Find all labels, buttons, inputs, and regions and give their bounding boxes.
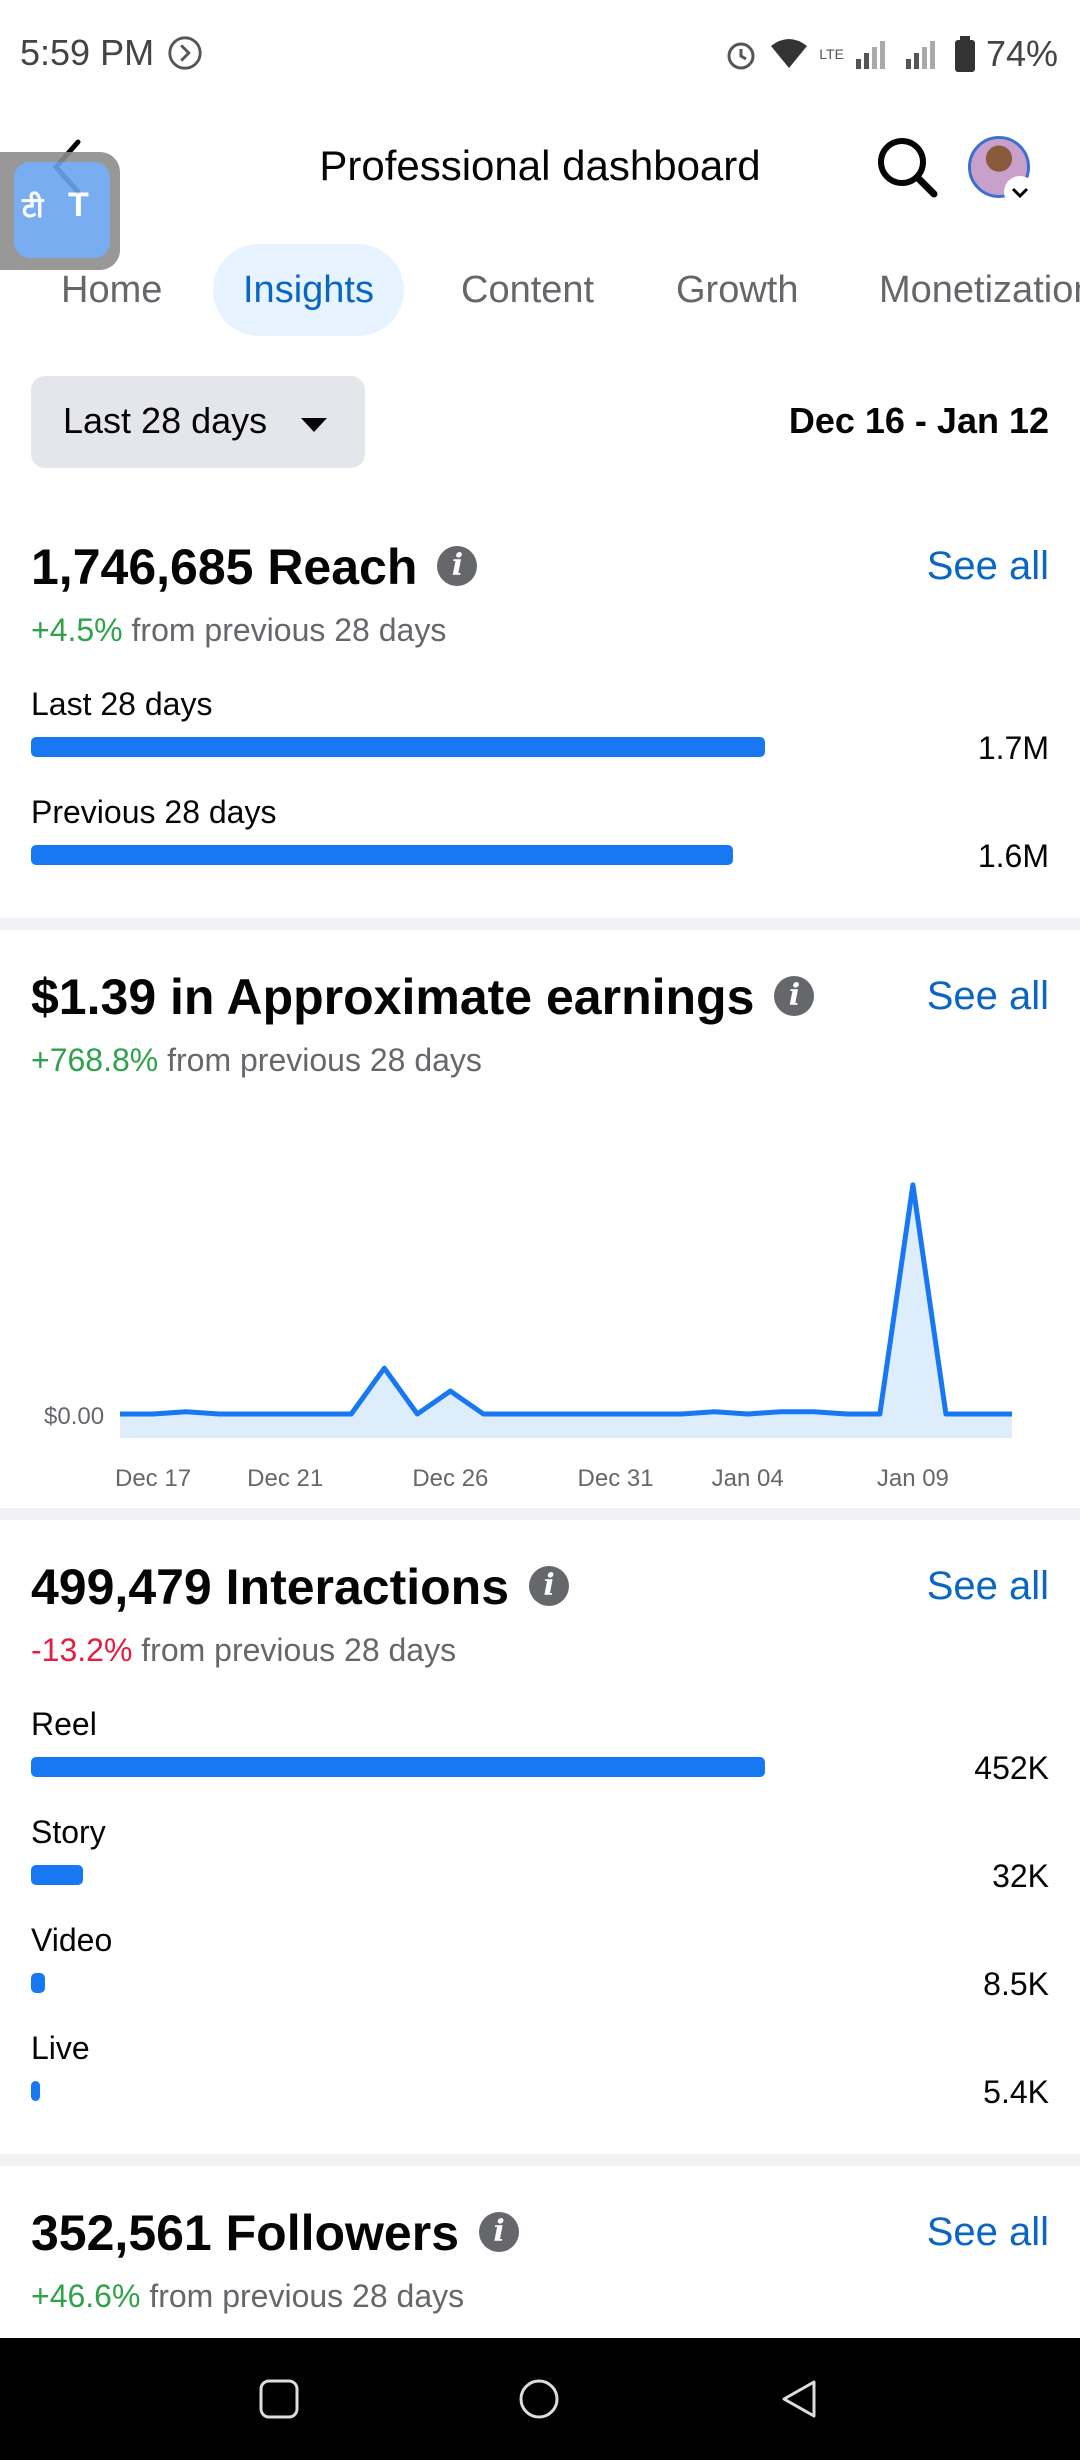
reach-bar-previous (31, 845, 765, 865)
tab-monetization[interactable]: Monetization (879, 269, 1080, 311)
earnings-title-text: $1.39 in Approximate earnings (31, 969, 755, 1025)
bar-fill (31, 845, 733, 865)
app-header: Professional dashboard (0, 120, 1080, 220)
chart-x-tick-label: Dec 26 (412, 1465, 488, 1492)
earnings-delta-value: +768.8% (31, 1042, 159, 1078)
reach-bar-value-current: 1.7M (977, 730, 1049, 766)
interactions-bar-label-live: Live (31, 2030, 90, 2066)
battery-icon (954, 36, 975, 72)
chart-x-tick-label: Jan 04 (712, 1465, 784, 1492)
battery-percent: 74% (985, 33, 1058, 74)
chart-area-fill (120, 1184, 1012, 1438)
translate-icon: टी T (14, 162, 110, 258)
interactions-bar-value-live: 5.4K (983, 2074, 1049, 2110)
earnings-chart[interactable]: $0.00 Dec 17 Dec 21 Dec 26 Dec 31 Jan 04 Jan 0… (0, 1100, 1080, 1500)
floating-translate-bubble[interactable]: टी T (0, 152, 120, 270)
followers-delta: +46.6% from previous 28 days (31, 2278, 464, 2315)
info-icon[interactable]: i (437, 545, 478, 586)
bar-fill (31, 2081, 40, 2101)
reach-bar-value-previous: 1.6M (977, 838, 1049, 874)
reach-see-all-link[interactable]: See all (926, 544, 1049, 588)
section-divider (0, 1508, 1080, 1520)
date-range-selected: Last 28 days (63, 400, 268, 441)
tab-home[interactable]: Home (61, 269, 163, 311)
earnings-title: $1.39 in Approximate earnings i (31, 968, 815, 1026)
chart-x-tick-label: Dec 21 (247, 1465, 323, 1492)
bar-fill (31, 1757, 765, 1777)
signal-2-icon (905, 41, 935, 69)
status-icons: LTE 74% (723, 32, 1058, 76)
screen-record-icon (168, 36, 202, 70)
tab-growth[interactable]: Growth (676, 269, 799, 311)
chevron-down-icon[interactable] (1004, 176, 1036, 208)
wifi-icon (771, 39, 808, 68)
alarm-icon (727, 42, 755, 70)
status-time: 5:59 PM (20, 32, 155, 73)
followers-delta-text: from previous 28 days (149, 2278, 465, 2314)
interactions-bar-live (31, 2081, 765, 2101)
signal-icon (855, 41, 885, 69)
date-range-dropdown[interactable]: Last 28 days (31, 376, 365, 468)
tab-insights[interactable]: Insights (213, 244, 404, 336)
tab-bar: Home Insights Content Growth Monetizatio… (0, 240, 1080, 336)
reach-title: 1,746,685 Reach i (31, 538, 478, 596)
page-title: Professional dashboard (319, 142, 761, 189)
followers-delta-value: +46.6% (31, 2278, 141, 2314)
interactions-title-text: 499,479 Interactions (31, 1559, 510, 1615)
back-triangle-icon[interactable] (778, 2378, 820, 2420)
interactions-see-all-link[interactable]: See all (926, 1564, 1049, 1608)
chart-x-tick-label: Jan 09 (877, 1465, 949, 1492)
reach-bar-label-current: Last 28 days (31, 686, 213, 722)
chart-x-tick-label: Dec 17 (115, 1465, 191, 1492)
interactions-delta-text: from previous 28 days (141, 1632, 457, 1668)
section-divider (0, 2154, 1080, 2166)
section-divider (0, 918, 1080, 930)
chart-series-line (120, 1182, 1012, 1417)
search-icon[interactable] (874, 134, 940, 200)
interactions-bar-value-video: 8.5K (983, 1966, 1049, 2002)
interactions-delta-value: -13.2% (31, 1632, 133, 1668)
interactions-bar-story (31, 1865, 765, 1885)
followers-title: 352,561 Followers i (31, 2204, 520, 2262)
earnings-see-all-link[interactable]: See all (926, 974, 1049, 1018)
chart-y-tick-label: $0.00 (44, 1403, 104, 1430)
translate-letter-2: T (68, 186, 89, 224)
interactions-bar-value-reel: 452K (974, 1750, 1049, 1786)
bar-fill (31, 1973, 45, 1993)
interactions-bar-reel (31, 1757, 765, 1777)
date-range-text: Dec 16 - Jan 12 (788, 400, 1049, 441)
network-type: LTE (819, 46, 844, 62)
interactions-bar-label-reel: Reel (31, 1706, 97, 1742)
info-icon[interactable]: i (529, 1565, 570, 1606)
chart-x-tick-label: Dec 31 (578, 1465, 654, 1492)
interactions-bar-label-story: Story (31, 1814, 106, 1850)
reach-bar-label-previous: Previous 28 days (31, 794, 277, 830)
recent-apps-icon[interactable] (258, 2378, 300, 2420)
interactions-bar-label-video: Video (31, 1922, 113, 1958)
reach-delta-value: +4.5% (31, 612, 123, 648)
reach-delta: +4.5% from previous 28 days (31, 612, 446, 649)
interactions-bar-video (31, 1973, 765, 1993)
reach-title-text: 1,746,685 Reach (31, 539, 418, 595)
followers-see-all-link[interactable]: See all (926, 2210, 1049, 2254)
caret-down-icon (301, 418, 327, 432)
system-nav-bar (0, 2338, 1080, 2460)
followers-title-text: 352,561 Followers (31, 2205, 460, 2261)
reach-delta-text: from previous 28 days (131, 612, 447, 648)
interactions-title: 499,479 Interactions i (31, 1558, 570, 1616)
earnings-delta: +768.8% from previous 28 days (31, 1042, 482, 1079)
tab-content[interactable]: Content (461, 269, 595, 311)
earnings-delta-text: from previous 28 days (167, 1042, 482, 1078)
bar-fill (31, 737, 765, 757)
bar-fill (31, 1865, 83, 1885)
interactions-bar-value-story: 32K (992, 1858, 1049, 1894)
info-icon[interactable]: i (479, 2211, 520, 2252)
translate-letter-1: टी (22, 192, 44, 223)
interactions-delta: -13.2% from previous 28 days (31, 1632, 456, 1669)
info-icon[interactable]: i (774, 975, 815, 1016)
reach-bar-current (31, 737, 765, 757)
status-bar: 5:59 PM LTE 74% (0, 0, 1080, 110)
home-icon[interactable] (518, 2378, 560, 2420)
